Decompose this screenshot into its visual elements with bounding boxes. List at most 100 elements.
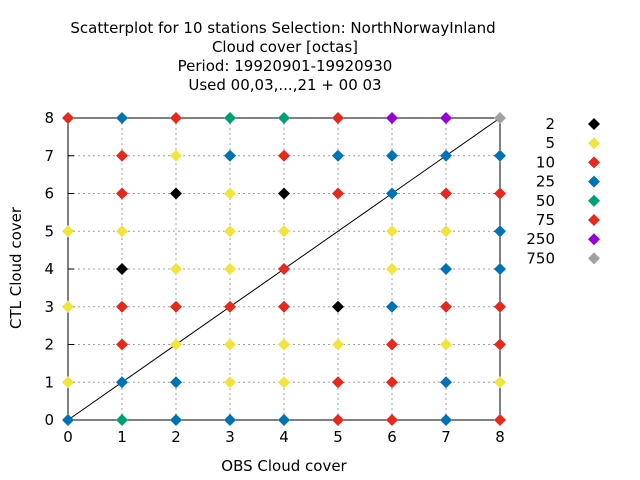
data-point (494, 112, 506, 124)
data-point (224, 225, 236, 238)
data-point (332, 149, 344, 162)
data-point (170, 300, 182, 313)
title-line-4: Used 00,03,...,21 + 00 03 (188, 76, 381, 94)
legend-marker (588, 175, 600, 188)
data-point (116, 187, 128, 200)
data-point (224, 338, 236, 351)
data-point (224, 112, 236, 124)
data-point (494, 149, 506, 162)
chart-title: Scatterplot for 10 stations Selection: N… (70, 19, 495, 94)
x-tick-label: 7 (441, 428, 451, 446)
legend-label: 5 (545, 134, 555, 152)
data-point (116, 149, 128, 162)
x-axis-label: OBS Cloud cover (221, 457, 347, 475)
data-point (62, 225, 74, 238)
data-point (386, 225, 398, 238)
data-point (494, 263, 506, 275)
data-point (170, 263, 182, 275)
data-point (494, 338, 506, 351)
legend-marker (588, 156, 600, 169)
data-point (494, 414, 506, 426)
data-point (224, 300, 236, 313)
data-point (386, 414, 398, 426)
data-point (494, 376, 506, 389)
title-line-1: Scatterplot for 10 stations Selection: N… (70, 19, 495, 37)
x-tick-label: 3 (225, 428, 235, 446)
data-point (170, 376, 182, 389)
y-tick-label: 6 (44, 185, 54, 203)
y-tick-label: 3 (44, 298, 54, 316)
y-tick-label: 7 (44, 147, 54, 165)
data-point (278, 263, 290, 275)
legend-marker (588, 252, 600, 265)
y-tick-label: 5 (44, 222, 54, 240)
data-point (440, 376, 452, 389)
data-point (116, 225, 128, 238)
data-point (386, 149, 398, 162)
data-point (332, 112, 344, 124)
data-point (62, 376, 74, 389)
y-tick-label: 2 (44, 336, 54, 354)
x-axis-ticks: 0 1 2 3 4 5 6 7 8 (63, 118, 505, 446)
data-point (440, 414, 452, 426)
data-point (386, 338, 398, 351)
data-point (224, 187, 236, 200)
x-tick-label: 1 (117, 428, 127, 446)
data-point (386, 300, 398, 313)
data-point (278, 338, 290, 351)
x-tick-label: 8 (495, 428, 505, 446)
data-point (170, 149, 182, 162)
y-axis-ticks: 0 1 2 3 4 5 6 7 8 (44, 109, 500, 429)
data-point (278, 149, 290, 162)
legend-marker (588, 214, 600, 226)
x-tick-label: 2 (171, 428, 181, 446)
legend-label: 75 (536, 211, 555, 229)
legend-marker (588, 194, 600, 207)
legend-marker (588, 118, 600, 130)
legend-marker (588, 233, 600, 246)
data-point (116, 338, 128, 351)
legend-label: 50 (536, 192, 555, 210)
data-point (440, 112, 452, 124)
data-point (386, 112, 398, 124)
y-tick-label: 0 (44, 411, 54, 429)
data-point (278, 187, 290, 200)
x-tick-label: 6 (387, 428, 397, 446)
title-line-3: Period: 19920901-19920930 (178, 57, 393, 75)
y-tick-label: 8 (44, 109, 54, 127)
data-point (170, 112, 182, 124)
data-point (278, 225, 290, 238)
data-point (116, 112, 128, 124)
data-point (440, 149, 452, 162)
data-point (278, 414, 290, 426)
legend-marker (588, 137, 600, 150)
x-tick-label: 5 (333, 428, 343, 446)
legend-label: 750 (526, 249, 555, 267)
y-axis-label: CTL Cloud cover (7, 206, 25, 329)
data-point (62, 112, 74, 124)
legend-label: 2 (545, 115, 555, 133)
data-point (440, 338, 452, 351)
data-point (62, 300, 74, 313)
data-point (494, 187, 506, 200)
data-point (116, 263, 128, 275)
data-point (440, 263, 452, 275)
data-point (386, 187, 398, 200)
x-tick-label: 4 (279, 428, 289, 446)
data-point (440, 225, 452, 238)
data-point (224, 376, 236, 389)
y-tick-label: 1 (44, 373, 54, 391)
data-point (116, 300, 128, 313)
data-point (278, 112, 290, 124)
x-tick-label: 0 (63, 428, 73, 446)
legend-label: 25 (536, 173, 555, 191)
data-point (278, 300, 290, 313)
title-line-2: Cloud cover [octas] (212, 38, 358, 56)
data-point (170, 338, 182, 351)
legend-label: 250 (526, 230, 555, 248)
data-point (62, 414, 74, 426)
data-point (494, 225, 506, 238)
data-point (440, 300, 452, 313)
data-point (116, 376, 128, 389)
